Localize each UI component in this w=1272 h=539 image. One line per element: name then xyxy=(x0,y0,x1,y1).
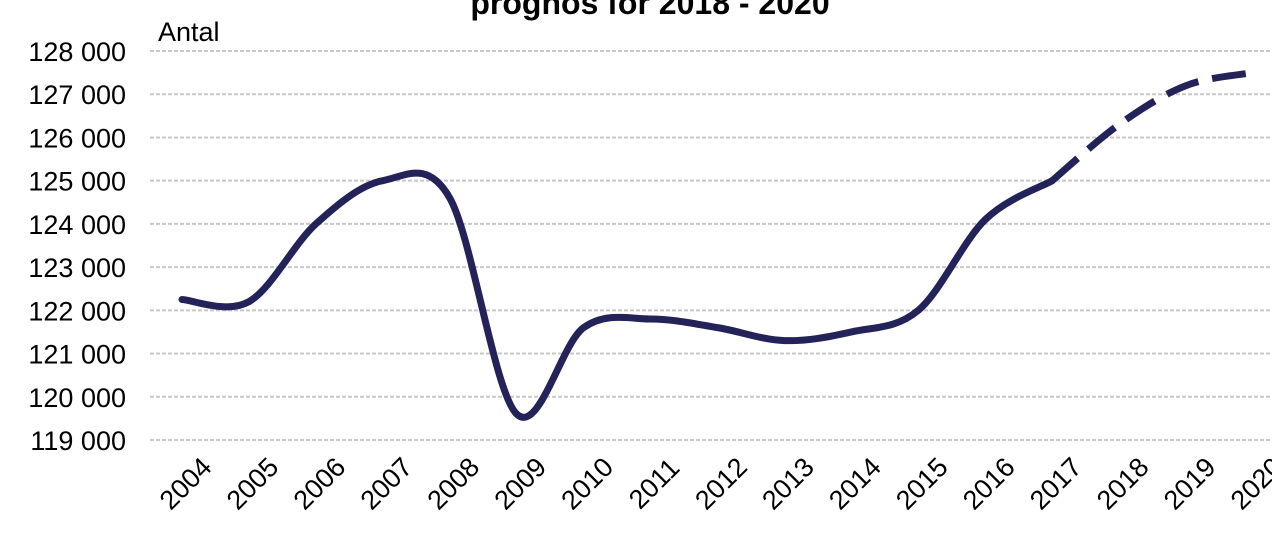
y-tick-label: 126 000 xyxy=(28,123,126,153)
x-tick-label: 2007 xyxy=(355,452,419,516)
y-tick-label: 124 000 xyxy=(28,210,126,240)
x-tick-label: 2018 xyxy=(1091,452,1155,516)
x-tick-label: 2013 xyxy=(756,452,820,516)
series-line-actual xyxy=(178,169,1056,421)
y-tick-label: 125 000 xyxy=(28,167,126,197)
x-tick-label: 2010 xyxy=(555,452,619,516)
x-tick-label: 2008 xyxy=(422,452,486,516)
x-tick-label: 2011 xyxy=(623,453,685,515)
y-tick-label: 120 000 xyxy=(28,383,126,413)
x-tick-label: 2017 xyxy=(1024,452,1088,516)
y-tick-label: 123 000 xyxy=(28,253,126,283)
y-axis-tick-labels: 119 000 120 000 121 000 122 000 123 000 124 0… xyxy=(28,37,126,456)
x-tick-label: 2015 xyxy=(890,452,954,516)
x-tick-label: 2016 xyxy=(957,452,1021,516)
x-tick-label: 2020 xyxy=(1225,452,1272,516)
x-tick-label: 2004 xyxy=(154,452,218,516)
x-axis-tick-labels: 2004 2005 2006 2007 2008 2009 2010 2011 2012 2013… xyxy=(154,452,1272,516)
chart-title: prognos för 2018 - 2020 xyxy=(470,0,829,21)
y-axis-unit-label: Antal xyxy=(158,17,220,47)
x-tick-label: 2014 xyxy=(823,452,887,516)
series-line-forecast xyxy=(1049,69,1254,184)
gridlines xyxy=(150,50,1270,441)
series-lines xyxy=(178,69,1254,421)
x-tick-label: 2019 xyxy=(1158,452,1222,516)
x-tick-label: 2005 xyxy=(221,452,285,516)
x-tick-label: 2006 xyxy=(288,452,352,516)
y-tick-label: 122 000 xyxy=(28,296,126,326)
y-tick-label: 128 000 xyxy=(28,37,126,67)
y-tick-label: 127 000 xyxy=(28,80,126,110)
y-tick-label: 119 000 xyxy=(30,426,126,456)
y-tick-label: 121 000 xyxy=(28,340,126,370)
x-tick-label: 2012 xyxy=(689,452,753,516)
x-tick-label: 2009 xyxy=(488,452,552,516)
